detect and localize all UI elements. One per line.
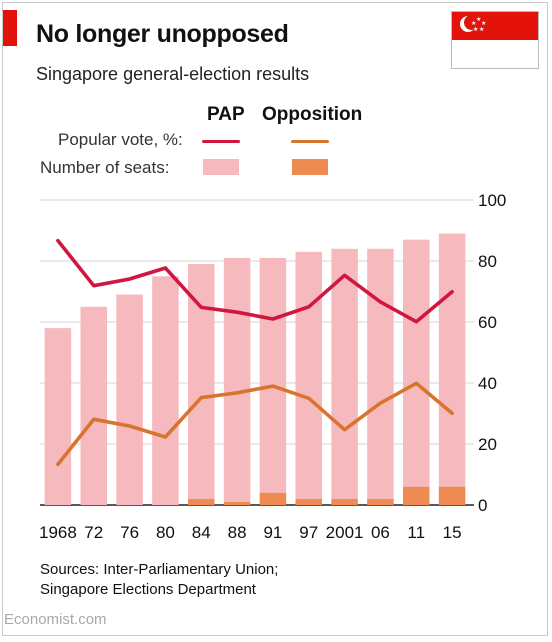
x-tick-label: 80 (156, 523, 175, 542)
y-tick-label: 80 (478, 252, 497, 271)
x-tick-label: 1968 (39, 523, 77, 542)
y-tick-label: 40 (478, 374, 497, 393)
bar-pap-seats (80, 306, 108, 505)
bar-pap-seats (44, 328, 72, 505)
bar-opposition-seats (295, 498, 323, 505)
bar-opposition-seats (187, 498, 215, 505)
x-tick-label: 84 (192, 523, 211, 542)
bar-pap-seats (259, 257, 287, 493)
publisher-credit: Economist.com (4, 611, 107, 628)
bar-opposition-seats (331, 498, 358, 505)
sources-line-2: Singapore Elections Department (40, 581, 256, 598)
legend-swatch-pap-seats (203, 159, 239, 175)
chart-title: No longer unopposed (36, 20, 289, 48)
x-tick-label: 06 (371, 523, 390, 542)
line-pap-vote (56, 238, 454, 324)
bar-pap-seats (223, 257, 251, 502)
x-tick-label: 72 (84, 523, 103, 542)
x-tick-label: 76 (120, 523, 139, 542)
legend-header-opposition: Opposition (262, 104, 363, 125)
x-tick-label: 97 (299, 523, 318, 542)
x-tick-label: 2001 (326, 523, 364, 542)
x-tick-label: 15 (443, 523, 462, 542)
election-chart: 0 20 40 60 80 100 1968 72 76 80 84 88 91 97 2001 06 11 15 (39, 191, 506, 542)
bar-pap-seats (187, 264, 215, 499)
bar-pap-seats (295, 251, 323, 499)
chart-subtitle: Singapore general-election results (36, 64, 310, 84)
bar-pap-seats (367, 248, 394, 499)
legend-header-pap: PAP (207, 104, 245, 125)
brand-red-tag (3, 10, 17, 46)
bar-opposition-seats (438, 486, 466, 505)
bar-pap-seats (116, 294, 143, 505)
legend-swatch-pap-vote (202, 140, 240, 143)
x-tick-label: 11 (407, 523, 425, 542)
bar-opposition-seats (367, 498, 394, 505)
bar-opposition-seats (259, 492, 287, 505)
y-tick-label: 60 (478, 313, 497, 332)
singapore-flag-icon: ★ ★ ★ ★ ★ (451, 11, 539, 69)
legend-swatch-opposition-vote (291, 140, 329, 143)
bar-pap-seats (331, 248, 358, 499)
y-tick-label: 100 (478, 191, 506, 210)
y-tick-label: 20 (478, 435, 497, 454)
bar-opposition-seats (402, 486, 430, 505)
legend-swatch-opposition-seats (292, 159, 328, 175)
legend-label-popular-vote: Popular vote, %: (58, 130, 183, 149)
x-tick-label: 91 (263, 523, 282, 542)
bar-pap-seats (152, 276, 179, 505)
sources-line-1: Sources: Inter-Parliamentary Union; (40, 561, 279, 578)
line-opposition-vote (56, 381, 454, 467)
x-tick-label: 88 (228, 523, 247, 542)
sources-note: Sources: Inter-Parliamentary Union; Sing… (40, 560, 278, 600)
y-tick-label: 0 (478, 496, 487, 515)
bar-opposition-seats (223, 501, 251, 505)
bar-pap-seats (438, 233, 466, 487)
legend-label-seats: Number of seats: (40, 158, 170, 177)
bar-pap-seats (402, 239, 430, 487)
